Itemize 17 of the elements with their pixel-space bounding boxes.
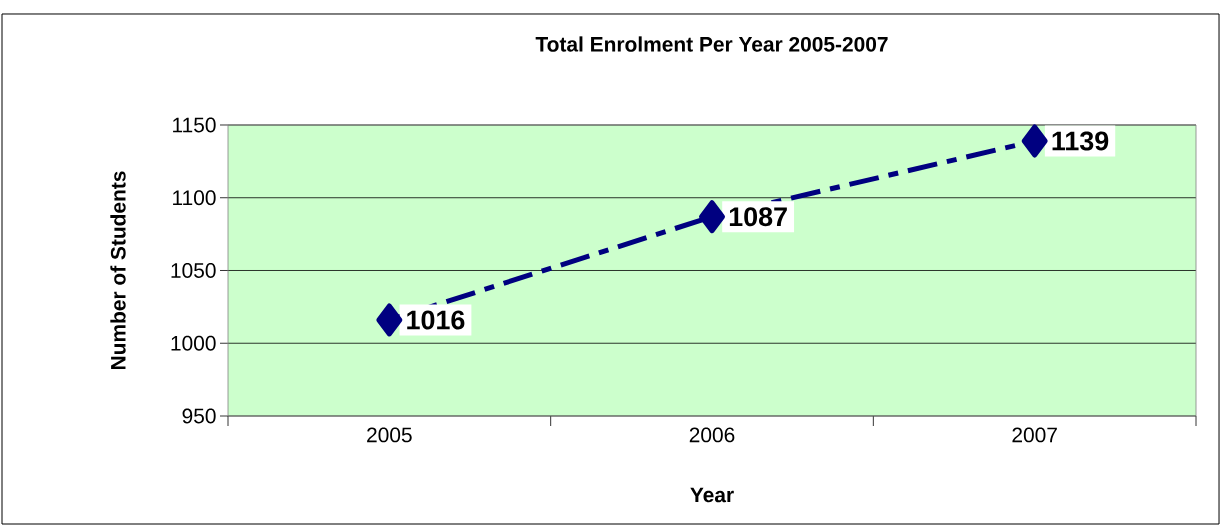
- y-tick-label: 1050: [171, 263, 216, 278]
- y-axis-title: Number of Students: [110, 171, 126, 370]
- point: [699, 200, 726, 234]
- point: [376, 303, 403, 337]
- y-tick-label: 1100: [173, 190, 216, 206]
- point: [1021, 124, 1048, 158]
- data-label: 1139: [1052, 131, 1109, 151]
- x-axis-title: Year: [690, 487, 734, 503]
- data-label: 1016: [407, 310, 465, 330]
- chart-title: Total Enrolment Per Year 2005-2007: [535, 36, 888, 52]
- y-tick-label: 950: [182, 408, 216, 424]
- x-tick-label: 2007: [1012, 427, 1057, 443]
- y-tick-label: 1000: [171, 335, 216, 351]
- x-tick-label: 2006: [689, 427, 735, 443]
- data-label: 1087: [729, 207, 787, 227]
- x-tick-label: 2005: [367, 427, 412, 443]
- y-tick-label: 1150: [173, 117, 216, 133]
